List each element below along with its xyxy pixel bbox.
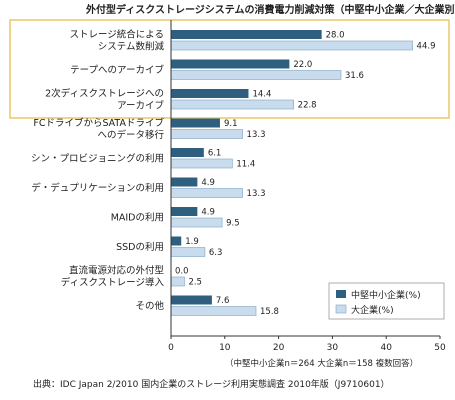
legend-box [328, 282, 445, 320]
category-label: FCドライブからSATAドライブ [33, 117, 164, 129]
bar-large [170, 276, 185, 287]
category-label: MAIDの利用 [111, 212, 164, 224]
value-label: 28.0 [326, 31, 345, 41]
x-tick-label: 50 [434, 343, 446, 353]
bar-midsize [171, 295, 212, 305]
category-label: アーカイブ [117, 100, 164, 112]
category-label: テープへのアーカイブ [70, 64, 164, 76]
bar-large [170, 247, 206, 257]
x-tick-label: 10 [219, 343, 231, 353]
bar-midsize [171, 59, 290, 69]
category-label: その他 [135, 300, 164, 312]
bar-large [170, 306, 257, 316]
value-label: 6.3 [209, 248, 223, 258]
value-label: 9.5 [226, 219, 240, 229]
highlight-box [9, 19, 450, 119]
bar-large [170, 217, 223, 228]
value-label: 15.8 [260, 307, 279, 317]
source-text: 出典：IDC Japan 2/2010 国内企業のストレージ利用実態調査 201… [33, 378, 390, 390]
bar-large [170, 40, 413, 51]
value-label: 44.9 [417, 42, 436, 52]
value-label: 4.9 [201, 178, 215, 188]
legend-swatch [336, 290, 346, 298]
legend: 中堅中小企業(%) 大企業(%) [328, 282, 445, 320]
value-label: 0.0 [175, 267, 189, 277]
bar-midsize [171, 148, 204, 157]
bar-large [170, 129, 243, 139]
value-label: 31.6 [345, 71, 364, 81]
category-label: シン・プロビジョニングの利用 [31, 153, 164, 165]
legend-swatch [335, 304, 347, 314]
x-tick-label: 40 [380, 343, 392, 353]
category-label: ディスクストレージ導入 [61, 277, 165, 289]
bar-large [170, 70, 342, 80]
value-label: 22.0 [293, 60, 312, 70]
category-label: デ・デュプリケーションの利用 [31, 182, 164, 194]
value-label: 9.1 [224, 119, 238, 129]
value-label: 14.4 [252, 90, 271, 100]
bar-midsize [171, 89, 249, 98]
chart-title: 外付型ディスクストレージシステムの消費電力削減対策（中堅中小企業／大企業別） [85, 3, 455, 16]
value-label: 13.3 [247, 130, 266, 140]
bar-large [170, 158, 233, 169]
category-label: へのデータ移行 [97, 129, 164, 141]
bar-midsize [171, 236, 182, 246]
x-tick-label: 20 [273, 343, 285, 353]
legend-label: 大企業(%) [351, 304, 394, 316]
x-tick-label: 0 [168, 343, 174, 353]
value-label: 4.9 [201, 208, 215, 218]
bar-midsize [171, 177, 198, 187]
category-label: システム数削減 [98, 41, 165, 53]
value-label: 11.4 [236, 160, 255, 170]
value-label: 13.3 [247, 189, 266, 199]
value-label: 22.8 [298, 101, 317, 111]
category-label: 直流電源対応の外付型 [69, 265, 165, 277]
bar-large [170, 188, 243, 198]
bar-midsize [171, 118, 220, 128]
value-label: 6.1 [208, 149, 222, 159]
bar-midsize [171, 207, 198, 216]
value-label: 1.9 [185, 237, 199, 247]
category-label: 2次ディスクストレージへの [45, 88, 164, 100]
category-label: ストレージ統合による [69, 29, 164, 41]
value-label: 2.5 [188, 278, 202, 288]
value-label: 7.6 [216, 296, 230, 306]
x-tick-label: 30 [327, 343, 339, 353]
bar-large [170, 99, 294, 110]
sample-note: （中堅中小企業n＝264 大企業n＝158 複数回答） [225, 358, 418, 369]
legend-label: 中堅中小企業(%) [351, 289, 421, 301]
category-label: SSDの利用 [116, 241, 164, 253]
bar-midsize [171, 30, 322, 39]
